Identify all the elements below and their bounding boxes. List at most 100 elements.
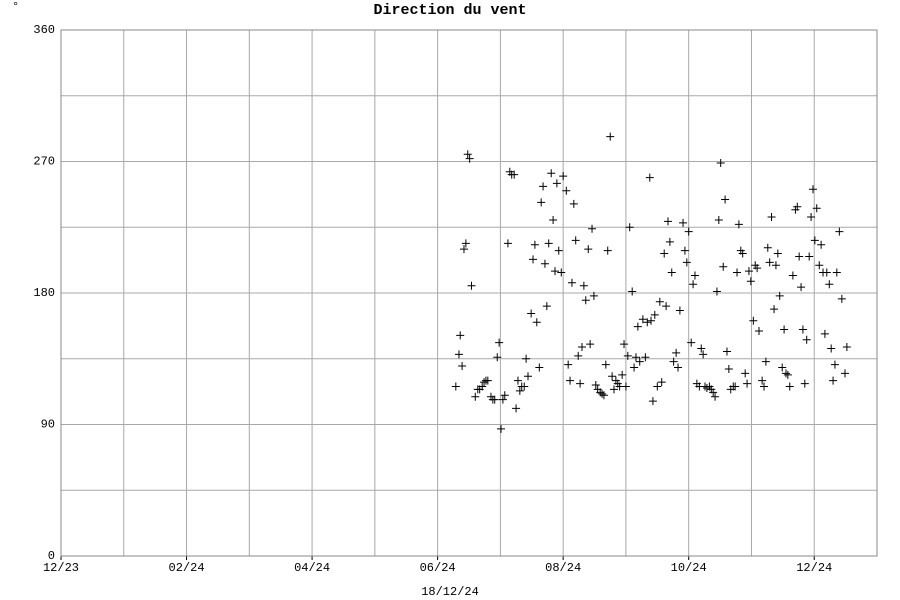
point <box>709 388 718 397</box>
point <box>795 252 804 261</box>
x-tick-label: 04/24 <box>294 561 330 575</box>
point <box>630 363 639 372</box>
point <box>653 382 662 391</box>
point <box>712 287 721 296</box>
point <box>512 404 521 413</box>
point <box>490 395 499 404</box>
point <box>510 170 519 179</box>
point <box>537 198 546 207</box>
point <box>807 213 816 222</box>
point <box>648 397 657 406</box>
point <box>680 246 689 255</box>
point <box>581 296 590 305</box>
point <box>529 255 538 264</box>
point <box>733 268 742 277</box>
point <box>557 268 566 277</box>
point <box>503 239 512 248</box>
point <box>576 379 585 388</box>
point <box>547 169 556 178</box>
point <box>780 325 789 334</box>
point <box>674 363 683 372</box>
point <box>657 378 666 387</box>
x-tick-label: 06/24 <box>420 561 456 575</box>
point <box>483 376 492 385</box>
point <box>463 150 472 159</box>
point <box>465 154 474 163</box>
point <box>554 246 563 255</box>
point <box>690 271 699 280</box>
point <box>498 395 507 404</box>
point <box>761 357 770 366</box>
y-tick-label: 0 <box>48 549 55 563</box>
footer-date: 18/12/24 <box>421 585 479 599</box>
point <box>753 264 762 273</box>
point <box>797 283 806 292</box>
point <box>515 386 524 395</box>
point <box>744 267 753 276</box>
point <box>665 237 674 246</box>
point <box>805 252 814 261</box>
point <box>793 202 802 211</box>
point <box>840 369 849 378</box>
point <box>842 343 851 352</box>
point <box>734 220 743 229</box>
point <box>669 357 678 366</box>
x-tick-label: 12/23 <box>43 561 79 575</box>
point <box>544 239 553 248</box>
point <box>638 315 647 324</box>
x-tick-label: 02/24 <box>169 561 205 575</box>
point <box>743 379 752 388</box>
point <box>645 173 654 182</box>
point <box>467 281 476 290</box>
point <box>800 379 809 388</box>
point <box>650 310 659 319</box>
point <box>830 360 839 369</box>
point <box>559 172 568 181</box>
point <box>832 268 841 277</box>
point <box>574 351 583 360</box>
point <box>825 280 834 289</box>
point <box>655 297 664 306</box>
point <box>641 353 650 362</box>
point <box>716 158 725 167</box>
point <box>552 179 561 188</box>
point <box>564 360 573 369</box>
point <box>731 382 740 391</box>
point <box>647 316 656 325</box>
point <box>835 227 844 236</box>
point <box>522 354 531 363</box>
point <box>628 287 637 296</box>
point <box>458 362 467 371</box>
point <box>660 249 669 258</box>
y-tick-label: 90 <box>41 418 55 432</box>
point <box>540 259 549 268</box>
unit-label: ° <box>12 0 19 14</box>
point <box>741 369 750 378</box>
point <box>689 280 698 289</box>
point <box>620 340 629 349</box>
point <box>569 199 578 208</box>
point <box>770 305 779 314</box>
point <box>623 351 632 360</box>
point <box>781 369 790 378</box>
point <box>667 268 676 277</box>
point <box>471 392 480 401</box>
point <box>758 376 767 385</box>
point <box>778 363 787 372</box>
point <box>633 322 642 331</box>
point <box>724 364 733 373</box>
point <box>808 185 817 194</box>
point <box>802 335 811 344</box>
point <box>549 215 558 224</box>
point <box>609 385 618 394</box>
x-tick-label: 12/24 <box>796 561 832 575</box>
point <box>480 378 489 387</box>
x-tick-label: 10/24 <box>671 561 707 575</box>
x-tick-label: 08/24 <box>545 561 581 575</box>
y-tick-label: 270 <box>33 155 55 169</box>
point <box>478 382 487 391</box>
point <box>822 268 831 277</box>
point <box>812 204 821 213</box>
point <box>722 347 731 356</box>
point <box>798 325 807 334</box>
